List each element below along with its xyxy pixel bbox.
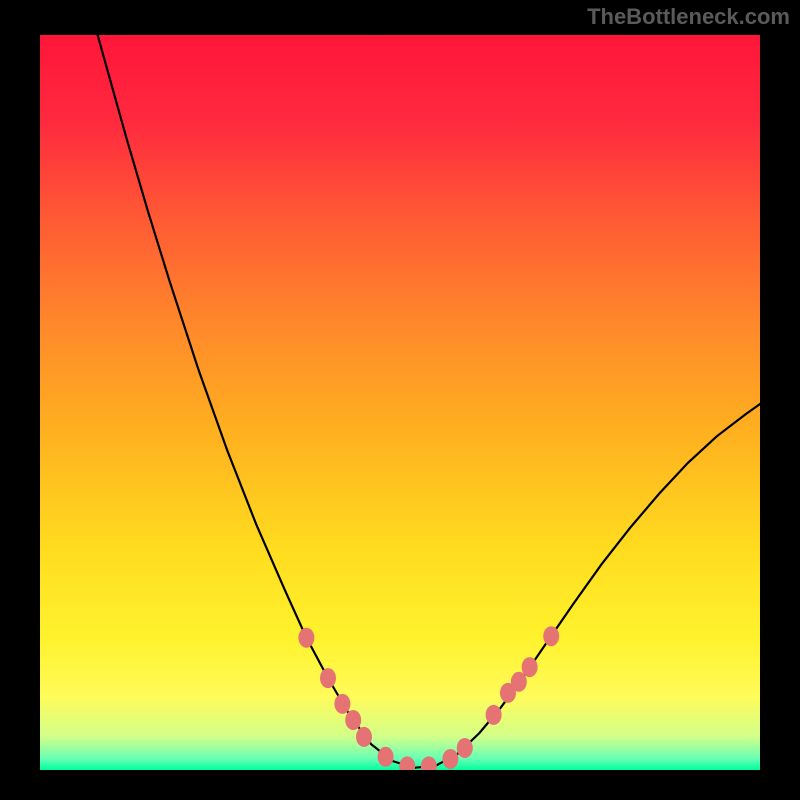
data-marker [511, 672, 527, 692]
chart-background [40, 35, 760, 770]
chart-container: TheBottleneck.com [0, 0, 800, 800]
data-marker [298, 628, 314, 648]
data-marker [522, 657, 538, 677]
data-marker [320, 668, 336, 688]
data-marker [457, 738, 473, 758]
data-marker [543, 626, 559, 646]
data-marker [334, 694, 350, 714]
data-marker [378, 747, 394, 767]
attribution-label: TheBottleneck.com [587, 4, 790, 30]
bottleneck-chart [40, 35, 760, 770]
data-marker [345, 710, 361, 730]
data-marker [486, 705, 502, 725]
data-marker [442, 749, 458, 769]
data-marker [356, 727, 372, 747]
